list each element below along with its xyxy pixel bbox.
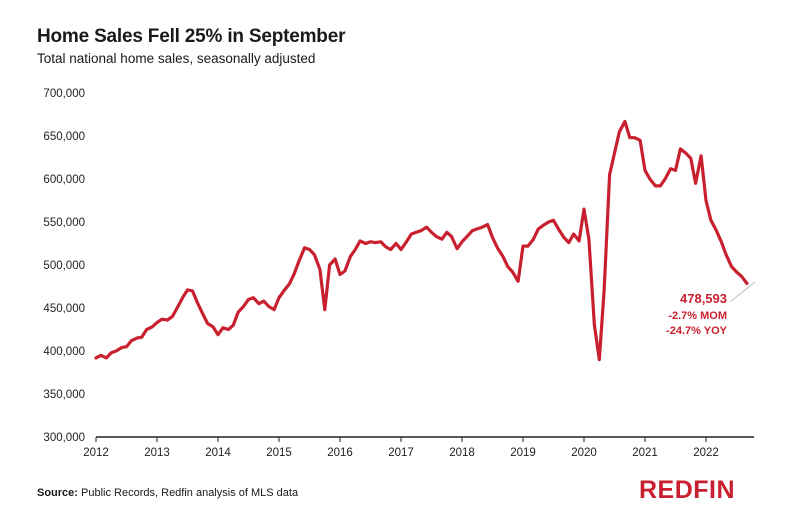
home-sales-line (94, 119, 749, 362)
callout-mom: -2.7% MOM (668, 310, 727, 322)
y-tick-label: 450,000 (43, 303, 85, 315)
x-tick-label: 2013 (144, 447, 170, 459)
source-text: Public Records, Redfin analysis of MLS d… (81, 487, 299, 499)
chart-axes: 700,000 650,000 600,000 550,000 500,000 450,0… (43, 88, 754, 459)
y-tick-label: 500,000 (43, 260, 85, 272)
x-tick-label: 2012 (83, 447, 109, 459)
y-tick-label: 350,000 (43, 389, 85, 401)
source-label: Source: (37, 487, 78, 499)
chart-series (94, 119, 749, 362)
callout-leader-line (729, 281, 756, 303)
y-tick-label: 700,000 (43, 88, 85, 100)
x-tick-label: 2017 (388, 447, 414, 459)
x-tick-label: 2019 (510, 447, 536, 459)
x-tick-label: 2014 (205, 447, 231, 459)
redfin-logo: REDFIN (639, 476, 736, 504)
chart-subtitle: Total national home sales, seasonally ad… (37, 51, 316, 66)
y-tick-label: 300,000 (43, 432, 85, 444)
y-tick-label: 550,000 (43, 217, 85, 229)
y-tick-label: 400,000 (43, 346, 85, 358)
x-tick-label: 2020 (571, 447, 597, 459)
y-tick-label: 600,000 (43, 174, 85, 186)
x-tick-label: 2018 (449, 447, 475, 459)
x-tick-label: 2021 (632, 447, 658, 459)
x-tick-label: 2016 (327, 447, 353, 459)
callout-yoy: -24.7% YOY (666, 325, 728, 337)
x-tick-label: 2022 (693, 447, 719, 459)
source-note: Source: Public Records, Redfin analysis … (37, 487, 298, 499)
chart-title: Home Sales Fell 25% in September (37, 26, 346, 47)
y-tick-label: 650,000 (43, 131, 85, 143)
x-tick-label: 2015 (266, 447, 292, 459)
callout-value: 478,593 (680, 291, 727, 306)
value-callout: 478,593 -2.7% MOM -24.7% YOY (666, 281, 756, 337)
